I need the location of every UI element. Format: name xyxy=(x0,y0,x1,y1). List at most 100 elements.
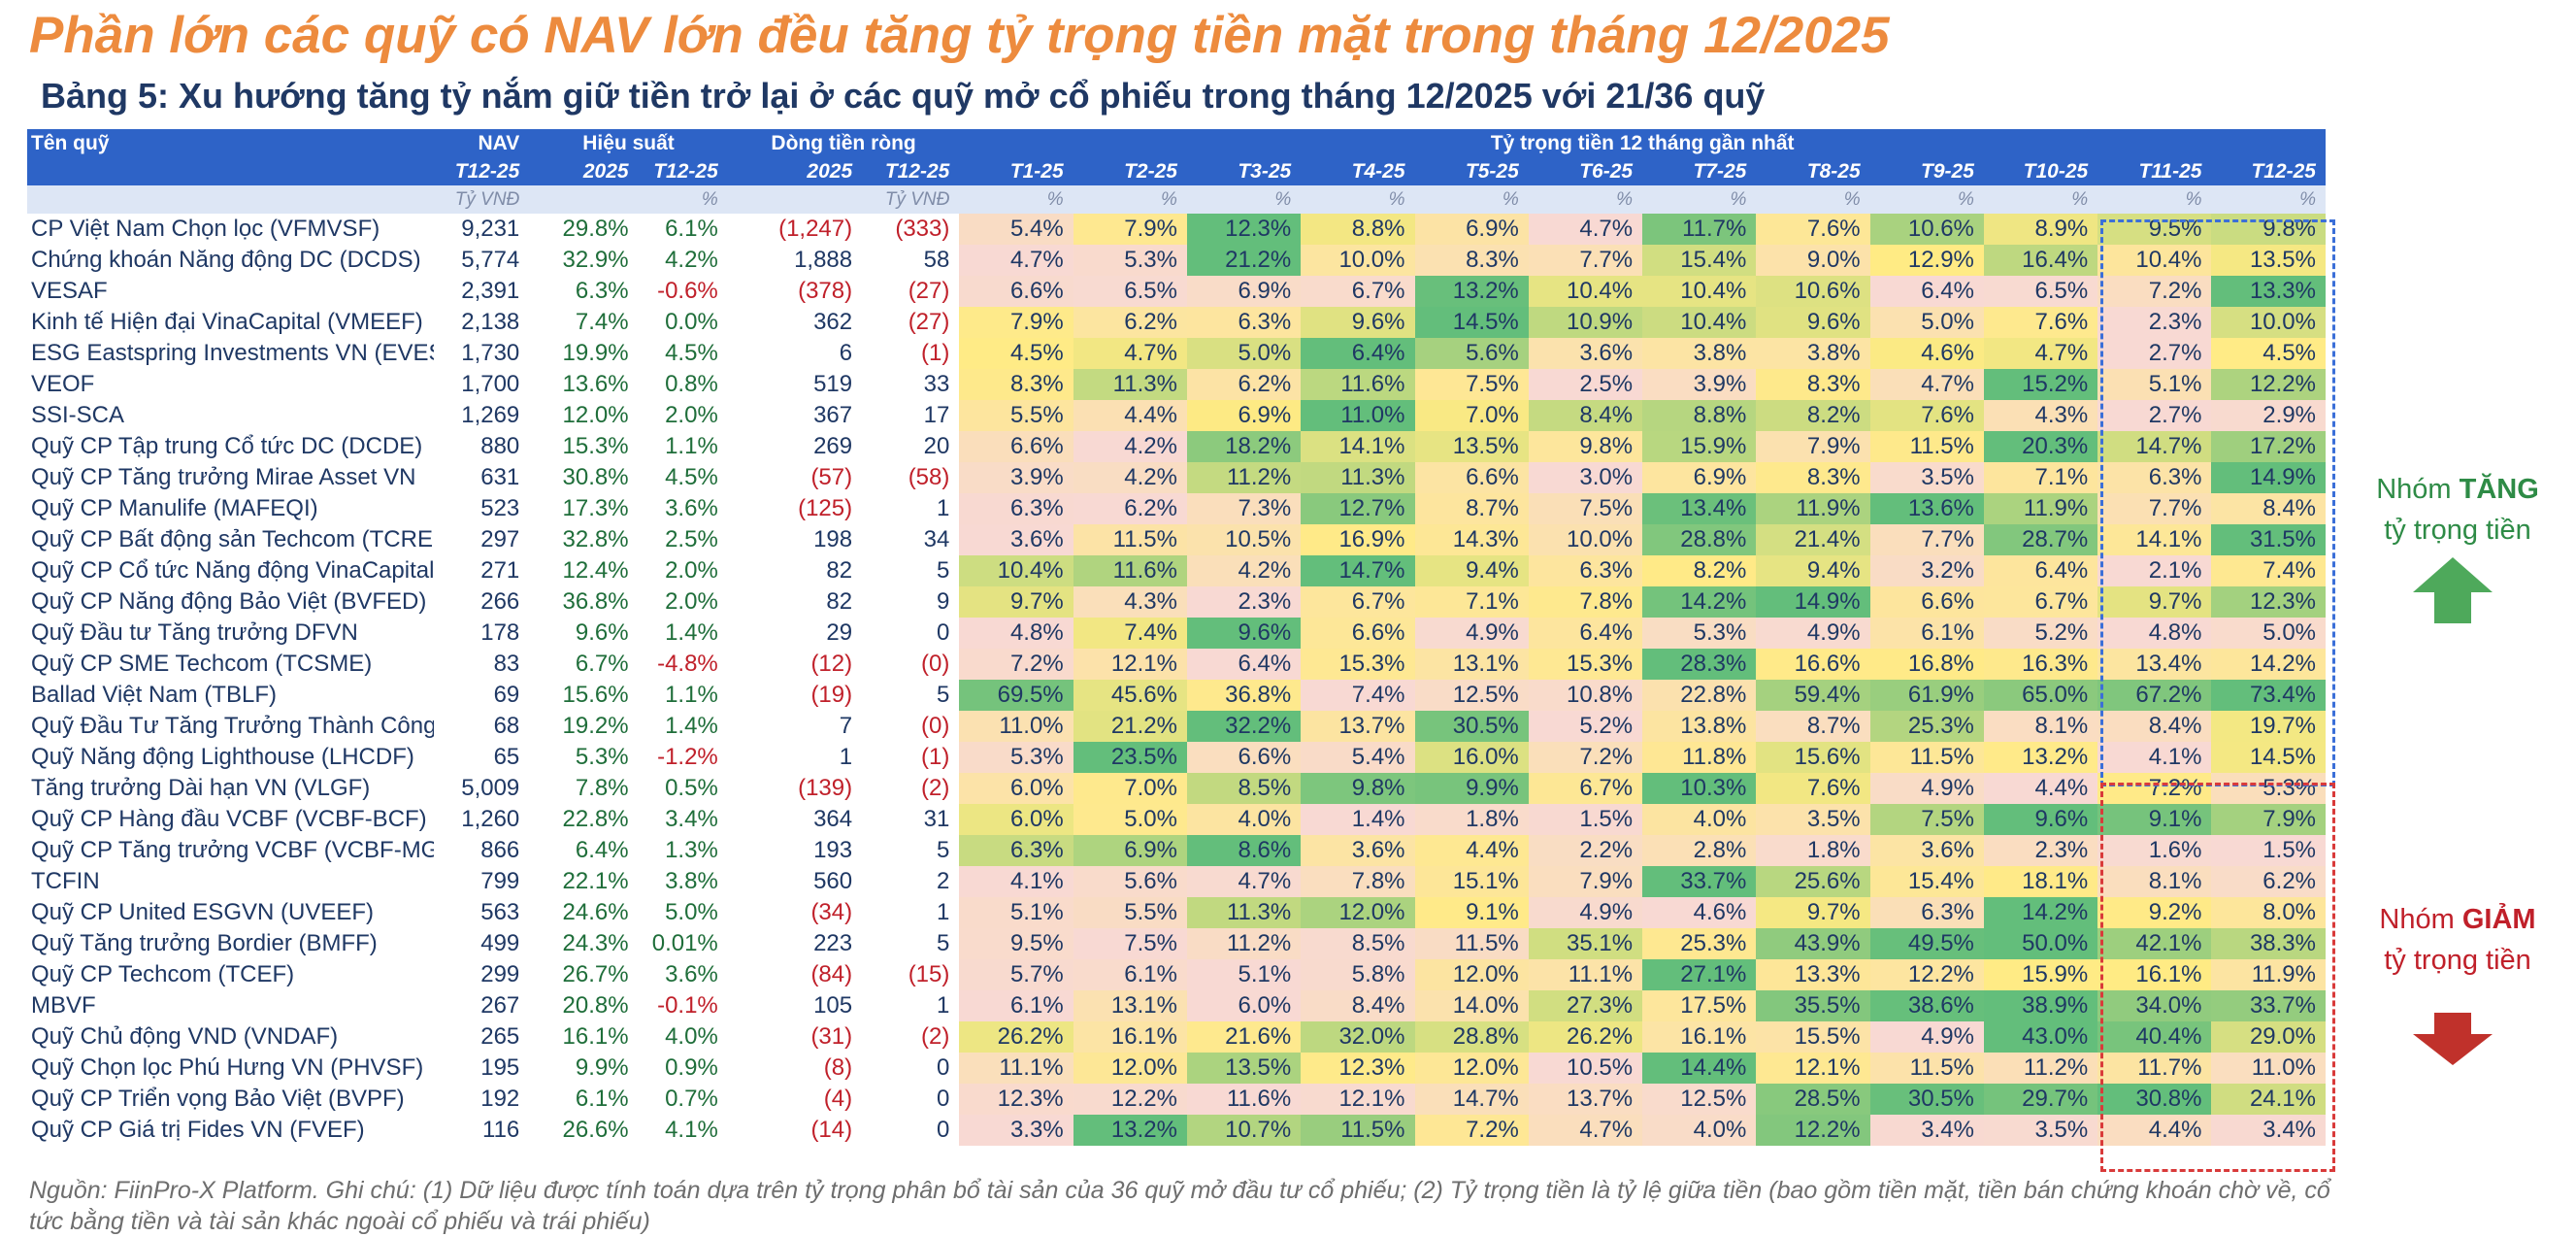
unit-month: % xyxy=(2097,185,2212,214)
perf-2025: 9.6% xyxy=(575,619,629,646)
cash-weight-cell: 16.4% xyxy=(1983,245,2098,276)
cash-weight-cell: 8.5% xyxy=(1186,773,1302,804)
header-row-groups: Tên quỹ NAV Hiệu suất Dòng tiền ròng Tỷ … xyxy=(27,129,2326,157)
perf-t12: 3.6% xyxy=(665,961,718,987)
cash-weight-cell: 11.6% xyxy=(1301,369,1415,400)
cash-weight-cell: 4.7% xyxy=(1186,866,1302,897)
cash-weight-cell: 28.8% xyxy=(1414,1021,1529,1053)
cash-weight-cell: 6.9% xyxy=(1642,462,1757,493)
flow-2025: 1 xyxy=(839,744,853,770)
fund-name: MBVF xyxy=(31,992,96,1019)
cash-weight-cell: 15.6% xyxy=(1756,742,1870,773)
cash-weight-cell: 67.2% xyxy=(2097,680,2212,711)
fund-name: Quỹ CP Năng động Bảo Việt (BVFED) xyxy=(31,588,427,615)
perf-2025: 32.9% xyxy=(562,247,629,273)
cash-weight-cell: 6.3% xyxy=(959,835,1073,866)
cash-weight-cell: 8.1% xyxy=(1983,711,2098,742)
cash-weight-cell: 10.4% xyxy=(959,555,1073,586)
flow-2025: 1,888 xyxy=(794,247,853,273)
cash-weight-cell: 5.6% xyxy=(1073,866,1187,897)
table-row: Quỹ CP Năng động Bảo Việt (BVFED) 266 36.8… xyxy=(27,586,2326,618)
flow-t12: (1) xyxy=(921,340,950,366)
cash-weight-cell: 7.4% xyxy=(1073,618,1187,649)
cash-weight-cell: 12.0% xyxy=(1301,897,1415,928)
cash-weight-cell: 6.4% xyxy=(1528,618,1643,649)
nav-value: 192 xyxy=(480,1086,520,1112)
nav-value: 116 xyxy=(482,1117,520,1143)
fund-name: Quỹ Năng động Lighthouse (LHCDF) xyxy=(31,744,414,770)
cash-weight-cell: 12.0% xyxy=(1073,1053,1187,1084)
cash-weight-cell: 43.9% xyxy=(1756,928,1870,959)
cash-weight-cell: 6.0% xyxy=(959,773,1073,804)
cash-weight-cell: 25.6% xyxy=(1756,866,1870,897)
perf-2025: 30.8% xyxy=(562,464,629,490)
cash-weight-cell: 7.0% xyxy=(1073,773,1187,804)
fund-name: TCFIN xyxy=(31,868,100,894)
cash-weight-cell: 45.6% xyxy=(1073,680,1187,711)
perf-2025: 6.3% xyxy=(575,278,629,304)
perf-2025: 20.8% xyxy=(562,992,629,1019)
flow-2025: 82 xyxy=(826,588,853,615)
header-flow-t12: T12-25 xyxy=(862,157,960,185)
table-row: Quỹ CP Techcom (TCEF) 299 26.7% 3.6% (84) (15… xyxy=(27,959,2326,990)
cash-weight-cell: 5.2% xyxy=(1528,711,1643,742)
cash-weight-cell: 11.5% xyxy=(1869,431,1984,462)
flow-2025: (12) xyxy=(810,651,853,677)
cash-weight-cell: 7.3% xyxy=(1186,493,1302,524)
nav-value: 1,260 xyxy=(461,806,520,832)
fund-name: VESAF xyxy=(31,278,108,304)
table-row: Quỹ Năng động Lighthouse (LHCDF) 65 5.3% -1… xyxy=(27,742,2326,773)
cash-weight-cell: 69.5% xyxy=(959,680,1073,711)
cash-weight-cell: 31.5% xyxy=(2211,524,2326,555)
cash-weight-cell: 12.2% xyxy=(1869,959,1984,990)
cash-weight-cell: 10.5% xyxy=(1528,1053,1643,1084)
cash-weight-cell: 8.6% xyxy=(1186,835,1302,866)
header-month: T11-25 xyxy=(2097,157,2212,185)
fund-name: Quỹ CP Tăng trưởng VCBF (VCBF-MGF) xyxy=(31,837,435,863)
cash-weight-cell: 7.2% xyxy=(959,649,1073,680)
cash-weight-cell: 7.0% xyxy=(1414,400,1529,431)
perf-2025: 22.8% xyxy=(562,806,629,832)
cash-weight-cell: 30.5% xyxy=(1869,1084,1984,1115)
cash-weight-cell: 6.2% xyxy=(1073,307,1187,338)
perf-t12: 4.5% xyxy=(665,464,718,490)
cash-weight-cell: 11.0% xyxy=(2211,1053,2326,1084)
cash-weight-cell: 2.9% xyxy=(2211,400,2326,431)
cash-weight-cell: 27.3% xyxy=(1528,990,1643,1021)
fund-name: Quỹ Chủ động VND (VNDAF) xyxy=(31,1023,339,1050)
cash-weight-cell: 50.0% xyxy=(1983,928,2098,959)
cash-weight-cell: 6.1% xyxy=(1073,959,1187,990)
perf-2025: 7.8% xyxy=(575,775,629,801)
fund-name: Quỹ CP Giá trị Fides VN (FVEF) xyxy=(31,1117,365,1143)
flow-2025: (139) xyxy=(798,775,853,801)
cash-weight-cell: 4.7% xyxy=(1528,1115,1643,1146)
cash-weight-cell: 6.7% xyxy=(1301,586,1415,618)
cash-weight-cell: 13.5% xyxy=(2211,245,2326,276)
cash-weight-cell: 4.7% xyxy=(1983,338,2098,369)
flow-2025: (1,247) xyxy=(778,216,853,242)
cash-weight-cell: 38.9% xyxy=(1983,990,2098,1021)
table-row: Quỹ Chủ động VND (VNDAF) 265 16.1% 4.0% (31)… xyxy=(27,1021,2326,1053)
cash-weight-cell: 13.4% xyxy=(1642,493,1757,524)
cash-weight-cell: 28.7% xyxy=(1983,524,2098,555)
fund-name: CP Việt Nam Chọn lọc (VFMVSF) xyxy=(31,216,380,242)
cash-weight-cell: 13.7% xyxy=(1301,711,1415,742)
cash-weight-cell: 6.6% xyxy=(1869,586,1984,618)
perf-2025: 5.3% xyxy=(575,744,629,770)
nav-value: 880 xyxy=(480,433,520,459)
header-fund: Tên quỹ xyxy=(27,129,435,157)
cash-weight-cell: 11.3% xyxy=(1186,897,1302,928)
table-row: ESG Eastspring Investments VN (EVESG) 1,7… xyxy=(27,338,2326,369)
flow-2025: 269 xyxy=(813,433,853,459)
cash-weight-cell: 16.1% xyxy=(2097,959,2212,990)
decrease-group-label: Nhóm GIẢM tỷ trọng tiền xyxy=(2339,899,2576,981)
header-cash-weight: Tỷ trọng tiền 12 tháng gần nhất xyxy=(959,129,2326,157)
cash-weight-cell: 4.7% xyxy=(1869,369,1984,400)
cash-weight-cell: 6.3% xyxy=(1869,897,1984,928)
table-row: Quỹ Đầu Tư Tăng Trưởng Thành Công 68 19.2%… xyxy=(27,711,2326,742)
cash-weight-cell: 7.6% xyxy=(1869,400,1984,431)
table-row: Quỹ CP Manulife (MAFEQI) 523 17.3% 3.6% (125… xyxy=(27,493,2326,524)
perf-2025: 22.1% xyxy=(562,868,629,894)
cash-weight-cell: 30.8% xyxy=(2097,1084,2212,1115)
cash-weight-cell: 35.5% xyxy=(1756,990,1870,1021)
